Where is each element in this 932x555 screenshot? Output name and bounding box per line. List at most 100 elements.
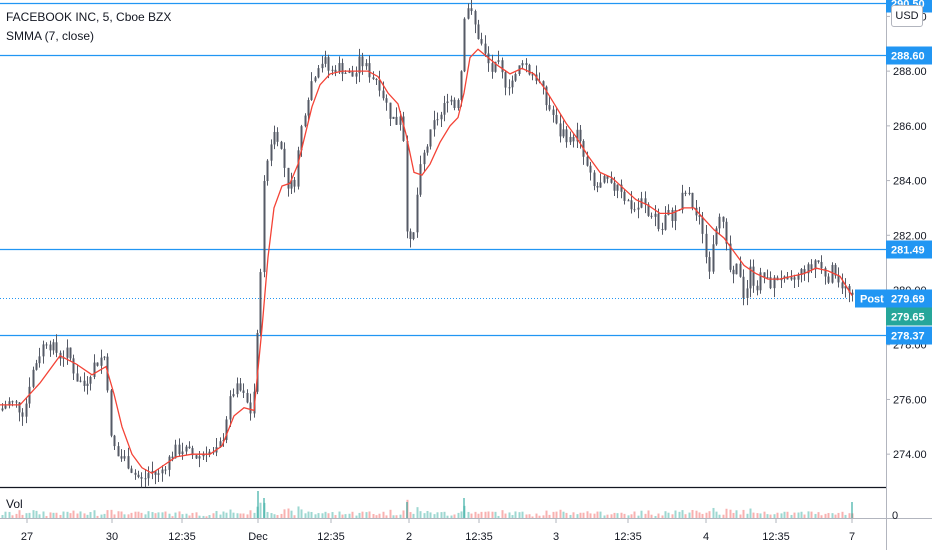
volume-bar (695, 510, 698, 518)
candle-body (290, 179, 293, 189)
volume-bar (810, 511, 813, 518)
volume-bar (327, 513, 330, 518)
volume-bar (542, 515, 545, 518)
volume-bar (759, 513, 762, 518)
volume-bar (467, 511, 470, 518)
volume-bar (215, 510, 218, 518)
candle-body (650, 215, 653, 217)
horizontal-level-badge (886, 240, 932, 259)
volume-bar (117, 511, 120, 518)
volume-bar (535, 513, 538, 518)
time-tick-label: Dec (248, 531, 268, 543)
volume-bar (188, 515, 191, 518)
volume-bar (18, 510, 21, 518)
volume-bar (691, 509, 694, 518)
volume-bar (783, 511, 786, 518)
volume-bar (803, 514, 806, 518)
candle-body (338, 63, 341, 73)
candle-body (599, 182, 602, 188)
candle-body (548, 105, 551, 110)
candle-body (412, 232, 415, 239)
volume-bar (307, 511, 310, 518)
smma-line (0, 48, 853, 475)
candle-body (722, 216, 725, 222)
candle-body (708, 257, 711, 272)
candle-body (365, 63, 368, 67)
volume-bar (361, 511, 364, 518)
volume-bar (375, 515, 378, 518)
candle-body (742, 276, 745, 298)
volume-bar (191, 512, 194, 518)
volume-bar (599, 511, 602, 518)
candle-body (324, 57, 327, 64)
time-tick-label: 12:35 (762, 531, 790, 543)
volume-bar (120, 511, 123, 518)
volume-bar (297, 506, 300, 518)
volume-bar (130, 512, 133, 518)
volume-bar (171, 516, 174, 518)
volume-bar (739, 514, 742, 518)
price-tick-label: 282.00 (893, 230, 927, 242)
candle-body (4, 405, 7, 409)
volume-bar (334, 515, 337, 518)
candle-body (93, 362, 96, 377)
volume-bar (443, 511, 446, 518)
volume-bar (470, 513, 473, 518)
candle-body (633, 209, 636, 211)
candle-body (712, 244, 715, 272)
volume-bar (419, 511, 422, 518)
candle-body (35, 363, 38, 370)
volume-bar (161, 512, 164, 518)
candle-body (55, 342, 58, 353)
volume-bar (280, 513, 283, 518)
candle-body (613, 182, 616, 191)
volume-bar (157, 512, 160, 518)
candle-body (620, 184, 623, 192)
candle-body (790, 277, 793, 280)
candle-body (76, 373, 79, 382)
volume-bar (15, 513, 18, 518)
volume-bar (763, 511, 766, 518)
candle-body (477, 24, 480, 40)
candle-body (501, 60, 504, 73)
candle-body (419, 164, 422, 195)
candle-body (807, 264, 810, 274)
candle-body (314, 77, 317, 82)
volume-bar (511, 515, 514, 518)
candle-body (72, 358, 75, 374)
volume-bar (35, 510, 38, 518)
volume-bar (100, 514, 103, 518)
candle-body (399, 116, 402, 125)
candle-body (552, 109, 555, 115)
volume-bar (385, 515, 388, 518)
volume-bar (654, 516, 657, 518)
volume-bar (208, 515, 211, 518)
candle-body (756, 285, 759, 291)
candle-body (715, 228, 718, 245)
candle-body (38, 356, 41, 364)
volume-bar (219, 514, 222, 518)
volume-bar (735, 510, 738, 518)
volume-bar (797, 512, 800, 518)
volume-bar (317, 513, 320, 518)
volume-spike (263, 498, 265, 518)
volume-bar (49, 512, 52, 518)
candle-body (528, 64, 531, 75)
candle-body (368, 63, 371, 78)
volume-bar (45, 516, 48, 518)
candle-body (640, 198, 643, 208)
volume-bar (504, 513, 507, 518)
volume-bar (678, 511, 681, 518)
volume-bar (253, 512, 256, 518)
volume-bar (416, 507, 419, 518)
candle-body (96, 362, 99, 366)
candle-body (572, 136, 575, 142)
currency-button[interactable]: USD (891, 5, 923, 27)
candle-body (378, 80, 381, 91)
volume-bar (42, 511, 45, 518)
candle-body (443, 103, 446, 115)
volume-bar (725, 508, 728, 518)
candle-body (491, 63, 494, 72)
